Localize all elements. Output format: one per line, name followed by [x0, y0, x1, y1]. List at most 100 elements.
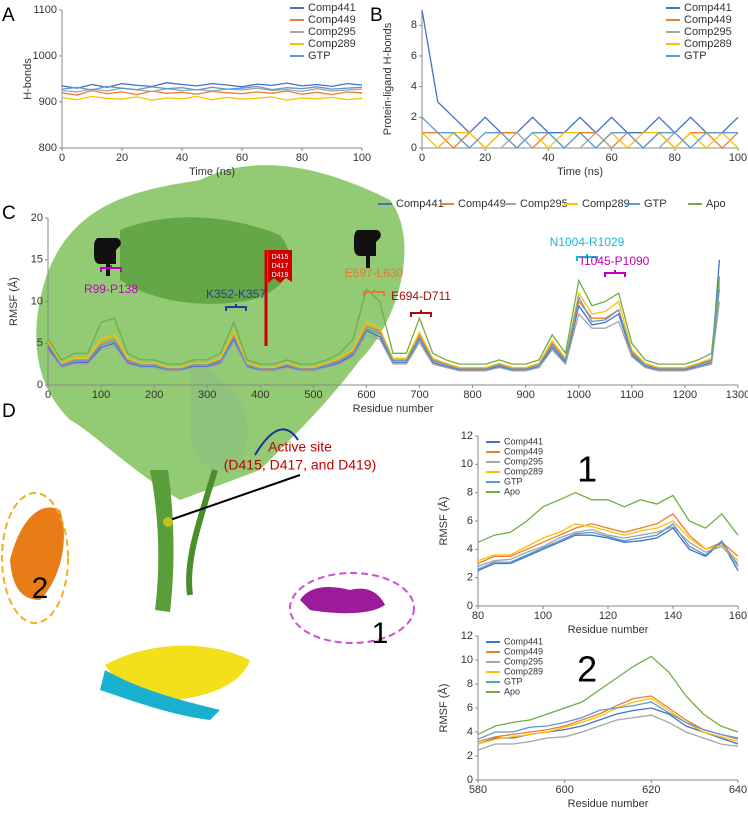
active-site-label: Active site — [268, 439, 332, 455]
y-tick-label: 4 — [467, 543, 473, 555]
panel-label: D — [2, 401, 16, 422]
series-line — [422, 131, 738, 149]
legend-label: Comp441 — [504, 636, 543, 646]
x-tick-label: 80 — [669, 152, 681, 164]
x-axis-title: Residue number — [568, 624, 649, 636]
series-line — [477, 695, 739, 743]
y-tick-label: 8 — [411, 19, 417, 31]
region-2-outline — [1, 492, 69, 624]
loop-blue — [254, 428, 299, 456]
legend-label: Apo — [504, 486, 520, 496]
y-tick-label: 20 — [31, 212, 43, 224]
annotation-bracket — [576, 254, 598, 261]
legend-label: Comp449 — [308, 14, 356, 26]
x-tick-label: 580 — [469, 784, 487, 796]
series-line — [61, 87, 363, 93]
x-tick-label: 0 — [45, 389, 51, 401]
x-axis-title: Residue number — [353, 403, 434, 415]
y-tick-label: 4 — [411, 81, 417, 93]
series-line — [477, 525, 739, 567]
legend-label: Comp441 — [504, 436, 543, 446]
legend-label: Comp449 — [504, 446, 543, 456]
x-axis-title: Residue number — [568, 798, 649, 810]
x-tick-label: 100 — [534, 610, 552, 622]
legend-label: Comp295 — [504, 456, 543, 466]
series-line — [477, 655, 739, 735]
annotation-bracket — [100, 265, 122, 272]
series-line — [477, 522, 739, 570]
x-tick-label: 600 — [357, 389, 375, 401]
series-line — [421, 9, 739, 134]
active-site-atom — [163, 517, 173, 527]
series-line — [422, 131, 739, 149]
y-tick-label: 1000 — [33, 50, 57, 62]
x-axis-title: Time (ns) — [557, 166, 603, 178]
annotation-bracket — [225, 304, 247, 311]
x-tick-label: 600 — [555, 784, 573, 796]
series-line — [47, 280, 721, 369]
x-tick-label: 160 — [729, 610, 747, 622]
y-tick-label: 2 — [467, 572, 473, 584]
y-axis-title: RMSF (Å) — [437, 684, 450, 733]
domain-cyan — [100, 670, 220, 720]
x-tick-label: 0 — [59, 152, 65, 164]
x-axis-title: Time (ns) — [189, 166, 235, 178]
x-tick-label: 20 — [116, 152, 128, 164]
series-line — [477, 701, 739, 740]
y-axis-title: RMSF (Å) — [437, 497, 450, 546]
x-tick-label: 200 — [145, 389, 163, 401]
y-tick-label: 900 — [39, 96, 57, 108]
x-tick-label: 80 — [472, 610, 484, 622]
region-label: 2 — [32, 572, 49, 605]
legend-label: GTP — [504, 676, 523, 686]
x-tick-label: 100 — [729, 152, 747, 164]
hand-icon — [354, 230, 381, 268]
y-tick-label: 10 — [461, 654, 473, 666]
legend-label: Comp289 — [684, 38, 732, 50]
annotation: E597-L630 — [345, 266, 404, 280]
series-line — [477, 491, 739, 543]
hand-icon — [94, 238, 121, 276]
y-tick-label: 1100 — [33, 4, 57, 16]
structure-drawing: D Active site (D415, D417, and D419) 2 1 — [1, 165, 415, 720]
series-line — [477, 513, 739, 565]
series-line — [47, 288, 721, 370]
x-tick-label: 400 — [251, 389, 269, 401]
annotation: K352-K357 — [206, 287, 266, 301]
x-tick-label: 100 — [353, 152, 371, 164]
x-tick-label: 120 — [599, 610, 617, 622]
series-line — [61, 85, 363, 91]
legend-label: Comp295 — [684, 26, 732, 38]
y-tick-label: 12 — [461, 430, 473, 442]
pointer-line — [169, 474, 301, 521]
x-tick-label: 60 — [605, 152, 617, 164]
y-tick-label: 6 — [467, 702, 473, 714]
x-tick-label: 1300 — [726, 389, 748, 401]
y-tick-label: 12 — [461, 630, 473, 642]
active-site-residues: (D415, D417, and D419) — [224, 457, 377, 473]
series-line — [477, 714, 739, 751]
y-tick-label: 0 — [467, 774, 473, 786]
y-tick-label: 800 — [39, 142, 57, 154]
x-tick-label: 80 — [296, 152, 308, 164]
annotation: N1004-R1029 — [550, 235, 625, 249]
x-tick-label: 40 — [176, 152, 188, 164]
series-line — [477, 707, 739, 745]
series-line — [421, 131, 739, 149]
region-label: 1 — [372, 617, 389, 650]
x-tick-label: 0 — [419, 152, 425, 164]
protein-core — [190, 360, 248, 471]
x-tick-label: 640 — [729, 784, 747, 796]
x-tick-label: 1100 — [620, 389, 644, 401]
annotation: E694-D711 — [391, 289, 451, 303]
annotation-bracket — [410, 310, 432, 317]
series-line — [61, 95, 363, 101]
y-tick-label: 0 — [37, 379, 43, 391]
y-tick-label: 6 — [467, 515, 473, 527]
flag — [268, 250, 292, 283]
series-line — [421, 116, 738, 149]
legend-label: GTP — [308, 50, 331, 62]
y-tick-label: 15 — [31, 254, 43, 266]
legend-label: Comp295 — [308, 26, 356, 38]
series-line — [47, 301, 721, 372]
